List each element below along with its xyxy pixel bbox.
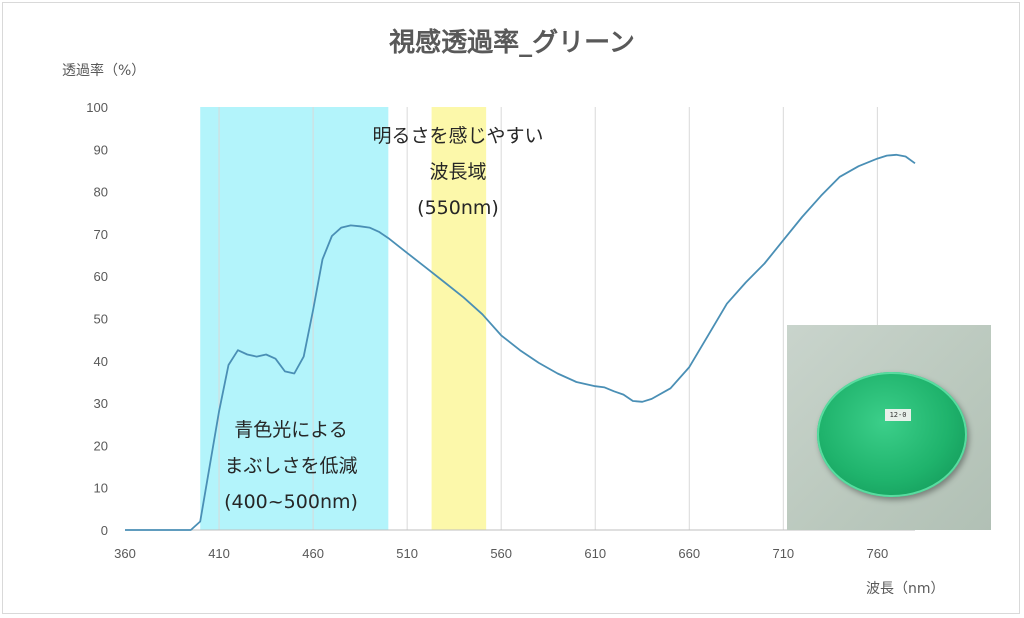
x-tick-label: 510 bbox=[396, 546, 418, 561]
annotation-line: 波長域 bbox=[429, 161, 487, 183]
highlight-band-1 bbox=[431, 107, 487, 530]
chart-title: 視感透過率_グリーン bbox=[389, 28, 635, 58]
y-tick-label: 20 bbox=[94, 438, 108, 453]
x-tick-label: 760 bbox=[867, 546, 889, 561]
y-tick-label: 0 bbox=[101, 523, 108, 538]
annotation-visible-range: 明るさを感じやすい 波長域 (550nm) bbox=[338, 118, 578, 226]
x-tick-label: 610 bbox=[584, 546, 606, 561]
y-tick-label: 70 bbox=[94, 227, 108, 242]
annotation-line: (400~500nm) bbox=[224, 491, 358, 513]
x-tick-label: 710 bbox=[772, 546, 794, 561]
y-tick-label: 50 bbox=[94, 312, 108, 327]
y-tick-label: 40 bbox=[94, 354, 108, 369]
x-tick-label: 460 bbox=[302, 546, 324, 561]
annotation-blue-light: 青色光による まぶしさを低減 (400~500nm) bbox=[196, 412, 386, 520]
y-tick-label: 10 bbox=[94, 481, 108, 496]
x-tick-label: 660 bbox=[678, 546, 700, 561]
highlight-band-0 bbox=[200, 107, 389, 530]
y-tick-label: 60 bbox=[94, 269, 108, 284]
transmittance-line bbox=[125, 153, 916, 531]
x-tick-label: 360 bbox=[114, 546, 136, 561]
annotation-line: (550nm) bbox=[417, 197, 499, 219]
y-axis-label: 透過率（%） bbox=[62, 63, 146, 79]
y-tick-label: 100 bbox=[86, 100, 108, 115]
lens-label: 12-0 bbox=[885, 409, 911, 421]
green-lens-image bbox=[817, 372, 967, 497]
annotation-line: 明るさを感じやすい bbox=[372, 125, 544, 147]
annotation-line: 青色光による bbox=[234, 419, 348, 441]
x-tick-label: 560 bbox=[490, 546, 512, 561]
y-tick-label: 90 bbox=[94, 142, 108, 157]
y-tick-label: 80 bbox=[94, 185, 108, 200]
x-axis-label: 波長（nm） bbox=[866, 581, 945, 597]
x-tick-label: 410 bbox=[208, 546, 230, 561]
annotation-line: まぶしさを低減 bbox=[224, 455, 358, 477]
y-tick-label: 30 bbox=[94, 396, 108, 411]
lens-photo: 12-0 bbox=[787, 325, 991, 530]
